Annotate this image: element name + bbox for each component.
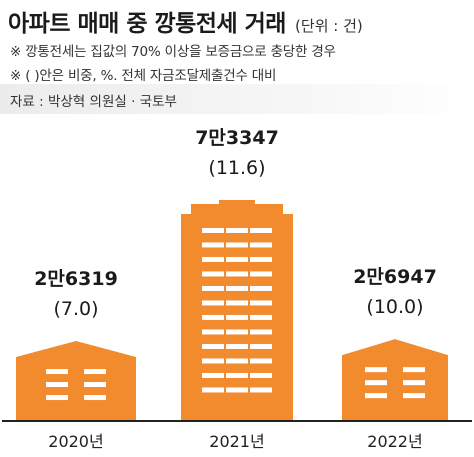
bar-2-window bbox=[202, 242, 224, 248]
bar-2-window bbox=[226, 343, 248, 349]
bar-2-window bbox=[226, 387, 248, 393]
bar-2-window bbox=[202, 343, 224, 349]
data-label-value-1: 2만6319 bbox=[34, 268, 118, 290]
bar-2-window bbox=[250, 314, 272, 320]
bar-1-window bbox=[84, 369, 106, 375]
bar-2-window bbox=[226, 242, 248, 248]
bar-2-window bbox=[202, 314, 224, 320]
bar-2-window bbox=[250, 343, 272, 349]
bar-2-window bbox=[250, 271, 272, 277]
unit-label: (단위 : 건) bbox=[295, 17, 363, 35]
bar-2-window bbox=[202, 300, 224, 306]
bar-2-window bbox=[226, 227, 248, 233]
bar-2-window bbox=[250, 300, 272, 306]
bar-2-window bbox=[202, 387, 224, 393]
bar-2-window bbox=[250, 372, 272, 378]
data-label-share-1: (7.0) bbox=[53, 298, 98, 320]
bar-2-window bbox=[226, 314, 248, 320]
source-label: 자료 : 박상혁 의원실 · 국토부 bbox=[10, 94, 177, 110]
bar-1-window bbox=[46, 395, 68, 401]
bar-2-window bbox=[226, 329, 248, 335]
bar-3-window bbox=[365, 393, 387, 399]
bar-building-3 bbox=[342, 339, 448, 420]
bar-2-window bbox=[250, 256, 272, 262]
bar-2-window bbox=[202, 372, 224, 378]
bar-3-window bbox=[403, 367, 425, 373]
source-band bbox=[0, 84, 474, 114]
bar-2-window bbox=[202, 256, 224, 262]
bar-2-window bbox=[202, 329, 224, 335]
data-label-share-3: (10.0) bbox=[366, 296, 423, 318]
bar-2-window bbox=[250, 329, 272, 335]
bar-2-window bbox=[250, 358, 272, 364]
bar-2-window bbox=[226, 358, 248, 364]
bar-2-window bbox=[202, 271, 224, 277]
bar-2-window bbox=[226, 256, 248, 262]
bar-building-1 bbox=[16, 341, 136, 420]
bar-1-window bbox=[46, 369, 68, 375]
x-tick-label-1: 2020년 bbox=[48, 432, 103, 451]
bar-2-window bbox=[202, 227, 224, 233]
chart-title: 아파트 매매 중 깡통전세 거래 bbox=[8, 11, 286, 37]
data-label-share-2: (11.6) bbox=[208, 157, 265, 179]
bar-2-window bbox=[250, 227, 272, 233]
bar-building-2 bbox=[181, 199, 293, 420]
bar-3-window bbox=[365, 380, 387, 386]
bar-2-window bbox=[202, 285, 224, 291]
chart-marks: 2만6319 (7.0) 2020년 7만3347 (11.6) 2021년 2만6947 (… bbox=[2, 127, 472, 451]
x-tick-label-3: 2022년 bbox=[367, 432, 422, 451]
data-label-value-2: 7만3347 bbox=[195, 127, 279, 149]
bar-2-window bbox=[226, 285, 248, 291]
bar-3-window bbox=[365, 367, 387, 373]
note-definition: ※ 깡통전세는 집값의 70% 이상을 보증금으로 충당한 경우 bbox=[10, 44, 336, 60]
bar-2-window bbox=[226, 271, 248, 277]
data-label-value-3: 2만6947 bbox=[353, 266, 437, 288]
bar-2-window bbox=[250, 285, 272, 291]
bar-2-window bbox=[226, 300, 248, 306]
bar-1-window bbox=[46, 382, 68, 388]
bar-1-window bbox=[84, 382, 106, 388]
bar-2-window bbox=[226, 372, 248, 378]
title-row: 아파트 매매 중 깡통전세 거래 (단위 : 건) bbox=[8, 4, 363, 38]
bar-2-window bbox=[250, 242, 272, 248]
note-share: ※ ( )안은 비중, %. 전체 자금조달제출건수 대비 bbox=[10, 68, 277, 84]
bar-2-window bbox=[250, 387, 272, 393]
bar-2-window bbox=[202, 358, 224, 364]
bar-3-window bbox=[403, 380, 425, 386]
bar-3-window bbox=[403, 393, 425, 399]
x-tick-label-2: 2021년 bbox=[209, 432, 264, 451]
bar-1-window bbox=[84, 395, 106, 401]
